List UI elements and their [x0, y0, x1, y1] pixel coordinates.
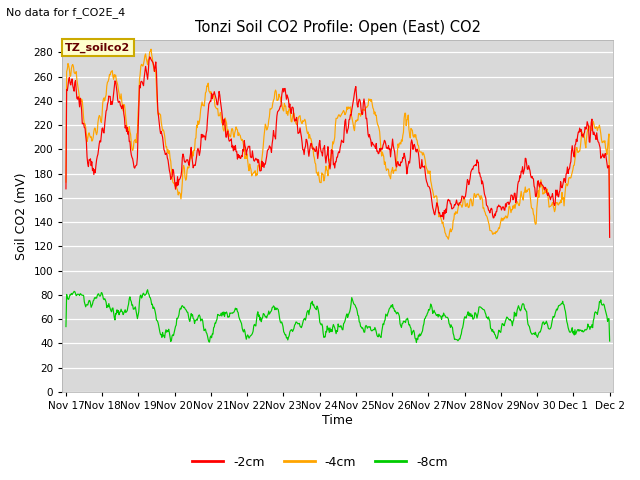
X-axis label: Time: Time	[323, 414, 353, 427]
Legend: -2cm, -4cm, -8cm: -2cm, -4cm, -8cm	[187, 451, 453, 474]
Y-axis label: Soil CO2 (mV): Soil CO2 (mV)	[15, 172, 28, 260]
Text: No data for f_CO2E_4: No data for f_CO2E_4	[6, 7, 125, 18]
Title: Tonzi Soil CO2 Profile: Open (East) CO2: Tonzi Soil CO2 Profile: Open (East) CO2	[195, 20, 481, 35]
Text: TZ_soilco2: TZ_soilco2	[65, 43, 131, 53]
